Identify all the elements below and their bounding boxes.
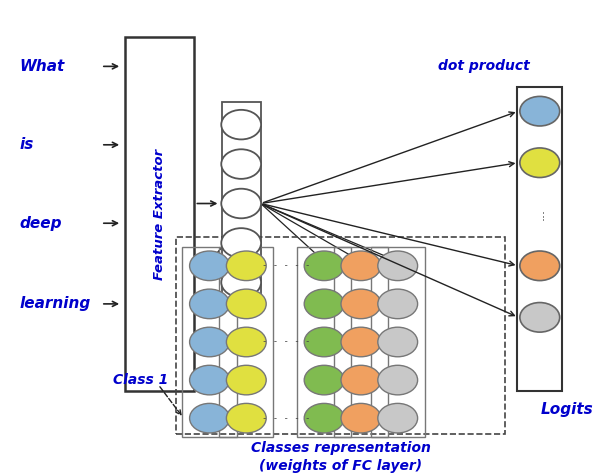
Text: deep: deep (19, 216, 62, 231)
Circle shape (304, 403, 344, 433)
Circle shape (221, 268, 261, 297)
Circle shape (227, 327, 266, 357)
Circle shape (520, 148, 560, 178)
Circle shape (304, 327, 344, 357)
Text: Class 1: Class 1 (113, 373, 168, 387)
Circle shape (221, 228, 261, 258)
Circle shape (227, 289, 266, 318)
Bar (517, 87, 562, 391)
Circle shape (227, 403, 266, 433)
Bar (370, 247, 425, 437)
Bar (219, 247, 273, 437)
Circle shape (221, 188, 261, 218)
Circle shape (227, 251, 266, 280)
Text: What: What (19, 59, 65, 74)
Bar (176, 237, 505, 434)
Circle shape (304, 289, 344, 318)
Text: Feature Extractor: Feature Extractor (153, 149, 166, 280)
Circle shape (520, 97, 560, 126)
Circle shape (304, 365, 344, 395)
Circle shape (190, 403, 230, 433)
Circle shape (378, 251, 418, 280)
Circle shape (341, 403, 381, 433)
Circle shape (378, 365, 418, 395)
Circle shape (190, 365, 230, 395)
Bar (297, 247, 351, 437)
Circle shape (341, 365, 381, 395)
Text: is: is (19, 137, 34, 152)
Text: - - - - -: - - - - - (262, 414, 310, 423)
Circle shape (378, 327, 418, 357)
Circle shape (221, 110, 261, 139)
Text: - - - - -: - - - - - (262, 261, 310, 270)
Circle shape (190, 251, 230, 280)
Circle shape (520, 251, 560, 280)
Circle shape (341, 289, 381, 318)
Circle shape (227, 365, 266, 395)
Circle shape (341, 327, 381, 357)
Text: ...: ... (533, 208, 546, 220)
Circle shape (304, 251, 344, 280)
Circle shape (190, 327, 230, 357)
Bar (222, 102, 261, 299)
Text: learning: learning (19, 297, 91, 311)
Bar (334, 247, 388, 437)
Circle shape (221, 149, 261, 179)
Text: dot product: dot product (438, 59, 530, 73)
Circle shape (190, 289, 230, 318)
Circle shape (520, 303, 560, 332)
Circle shape (341, 251, 381, 280)
Text: Logits: Logits (541, 403, 593, 417)
Bar (125, 37, 195, 391)
Circle shape (378, 289, 418, 318)
Circle shape (378, 403, 418, 433)
Text: - - - - -: - - - - - (262, 337, 310, 347)
Text: Classes representation
(weights of FC layer): Classes representation (weights of FC la… (251, 441, 431, 473)
Bar (182, 247, 237, 437)
